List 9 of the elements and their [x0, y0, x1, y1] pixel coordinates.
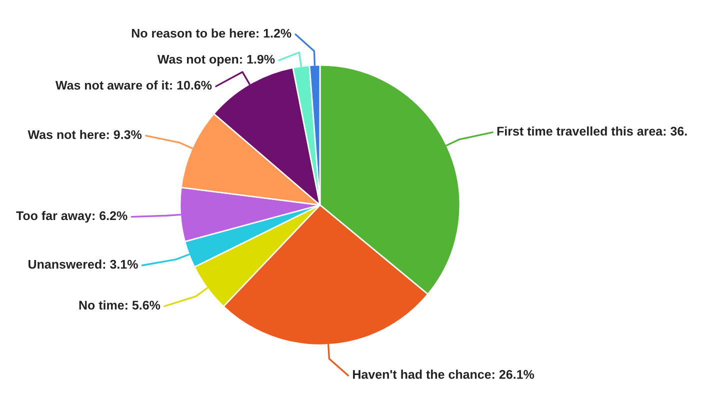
slice-label: Too far away: 6.2% — [16, 210, 128, 223]
slice-label: Unanswered: 3.1% — [28, 260, 138, 269]
slice-label: Was not here: 9.3% — [28, 130, 142, 140]
slice-label: No time: 5.6% — [79, 300, 160, 310]
slice-label: Was not open: 1.9% — [157, 54, 275, 66]
slice-label: First time travelled this area: 36. — [497, 126, 687, 136]
slice-label: Was not aware of it: 10.6% — [55, 80, 212, 90]
slice-label: Haven't had the chance: 26.1% — [353, 370, 534, 379]
slice-label: No reason to be here: 1.2% — [132, 28, 292, 38]
